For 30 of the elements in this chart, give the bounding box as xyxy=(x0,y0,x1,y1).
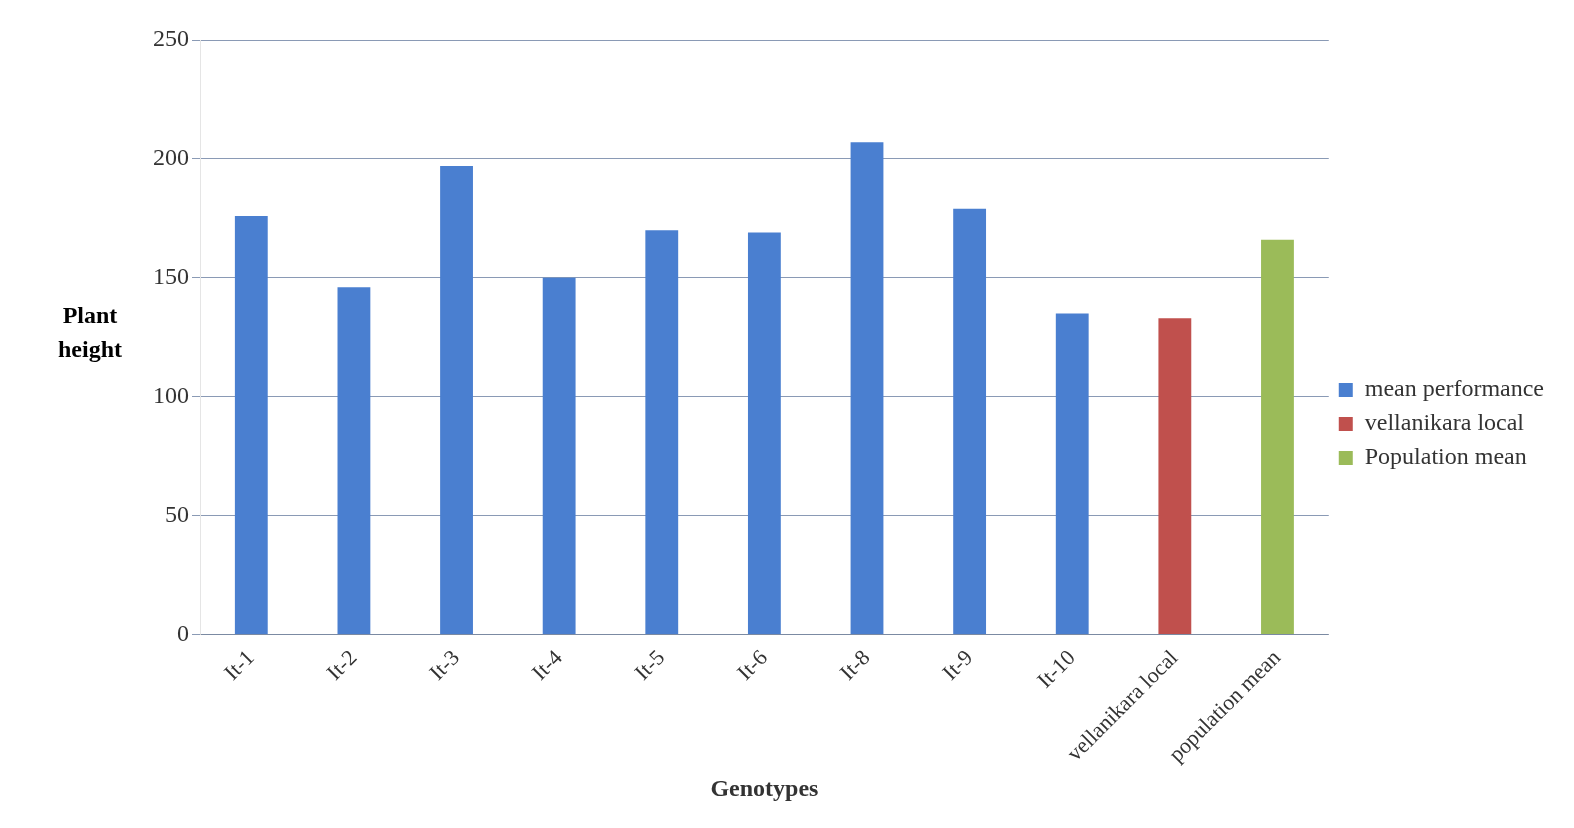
x-tick-label: It-4 xyxy=(526,644,567,685)
bar xyxy=(645,230,679,634)
y-tick-label: 0 xyxy=(177,619,189,646)
bar xyxy=(1261,239,1294,634)
bar xyxy=(850,142,884,634)
legend-label: vellanikara local xyxy=(1364,409,1525,436)
x-tick-label: It-8 xyxy=(834,644,875,685)
x-tick-label: It-3 xyxy=(424,644,465,685)
x-tick-label: It-5 xyxy=(629,644,670,685)
y-tick-label: 250 xyxy=(153,25,189,52)
bar xyxy=(953,208,987,634)
legend-label: mean performance xyxy=(1364,375,1545,402)
x-axis-title: Genotypes xyxy=(710,774,819,801)
bar xyxy=(1055,313,1089,634)
bar xyxy=(337,287,371,634)
y-tick-label: 50 xyxy=(165,500,189,527)
x-tick-label: It-9 xyxy=(937,644,978,685)
y-tick-label: 150 xyxy=(153,263,189,290)
bar xyxy=(234,215,268,634)
bar xyxy=(1158,318,1192,634)
y-axis-title: Plant height xyxy=(57,301,123,364)
x-tick-label: It-2 xyxy=(321,644,362,685)
x-tick-label: It-1 xyxy=(218,644,259,685)
y-tick-label: 200 xyxy=(153,144,189,171)
bar xyxy=(747,232,781,634)
x-tick-label: It-6 xyxy=(731,644,773,685)
y-tick-label: 100 xyxy=(153,381,189,408)
legend-label: Population mean xyxy=(1364,443,1527,470)
bar xyxy=(542,277,576,634)
bar xyxy=(440,166,473,634)
